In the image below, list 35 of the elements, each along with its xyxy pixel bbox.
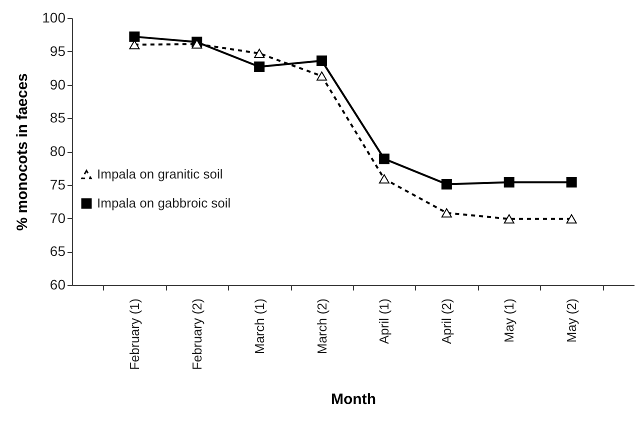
x-tick-label: May (1) xyxy=(502,298,517,343)
y-tick-label: 100 xyxy=(42,10,66,26)
point xyxy=(378,154,390,164)
point xyxy=(566,176,577,188)
x-tick-label: March (1) xyxy=(252,298,267,354)
y-tick-label: 80 xyxy=(50,143,66,159)
y-tick-label: 70 xyxy=(50,210,66,226)
point xyxy=(441,178,452,190)
x-axis-title: Month xyxy=(331,391,376,408)
point xyxy=(441,208,452,218)
y-tick-label: 65 xyxy=(50,243,66,260)
point xyxy=(254,61,265,72)
point xyxy=(316,71,328,81)
y-axis-title: % monocots in faeces xyxy=(14,73,32,231)
x-tick-label: February (2) xyxy=(189,298,204,370)
point xyxy=(504,214,514,224)
y-tick-label: 95 xyxy=(50,42,66,59)
point xyxy=(254,48,265,58)
legend-label: Impala on granitic soil xyxy=(97,166,223,182)
point xyxy=(129,31,140,42)
y-tick-label: 85 xyxy=(50,110,66,126)
x-tick-label: May (2) xyxy=(564,298,580,343)
y-tick-label: 75 xyxy=(50,176,66,192)
y-tick-label: 90 xyxy=(50,76,66,92)
point xyxy=(316,55,328,66)
x-tick-label: March (2) xyxy=(314,298,330,354)
x-tick-label: April (1) xyxy=(376,298,392,344)
legend-label: Impala on gabbroic soil xyxy=(97,196,231,210)
point xyxy=(129,40,140,50)
point xyxy=(504,176,514,188)
x-tick-label: April (2) xyxy=(439,298,454,344)
y-tick-label: 60 xyxy=(50,276,66,292)
point xyxy=(378,174,390,184)
point xyxy=(566,214,577,224)
x-tick-label: February (1) xyxy=(126,298,142,370)
